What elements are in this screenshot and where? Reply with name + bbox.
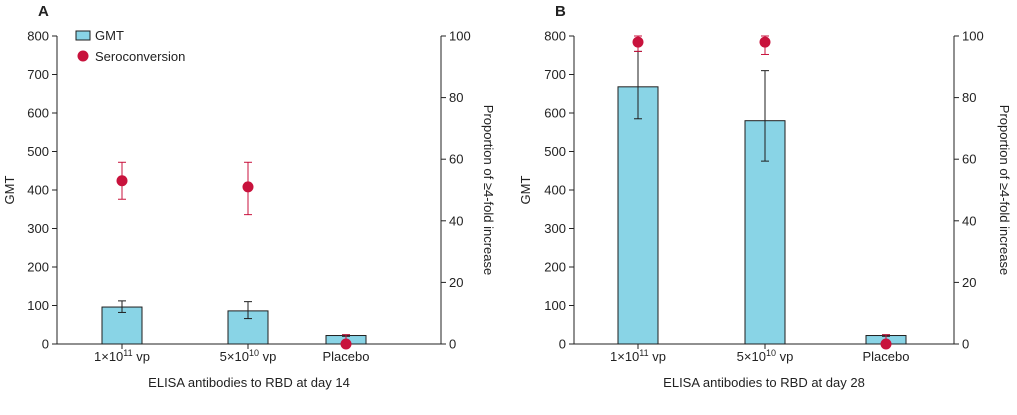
panel-letter: A [38,3,49,20]
category-base: Placebo [323,349,370,364]
left-tick-label: 500 [544,144,566,159]
right-tick-label: 20 [449,275,463,290]
category-base: 5×10 [737,349,766,364]
seroconversion-point [340,338,352,350]
left-tick-label: 800 [544,29,566,44]
y2-axis-title: Proportion of ≥4-fold increase [997,105,1012,275]
right-tick-label: 40 [449,213,463,228]
legend: GMT Seroconversion [75,28,185,64]
category-label: 1×1011 vp [94,348,150,364]
category-unit: vp [776,349,793,364]
panel-letter: B [555,3,566,20]
category-exponent: 10 [766,348,776,358]
right-tick-label: 80 [449,90,463,105]
left-tick-label: 300 [27,221,49,236]
category-exponent: 11 [123,348,132,358]
right-tick-label: 0 [449,337,456,352]
seroconversion-point [880,338,892,350]
seroconversion-point [759,36,771,48]
legend-gmt-label: GMT [95,28,124,43]
legend-seroconversion-label: Seroconversion [95,49,185,64]
y2-axis-title: Proportion of ≥4-fold increase [481,105,496,275]
right-tick-label: 80 [962,90,976,105]
seroconversion-point [242,181,254,193]
right-tick-label: 20 [962,275,976,290]
right-tick-label: 60 [449,152,463,167]
legend-gmt-swatch [75,30,91,41]
category-unit: vp [649,349,666,364]
left-tick-label: 800 [27,29,49,44]
category-label: Placebo [323,349,370,364]
category-label: 5×1010 vp [737,348,794,364]
category-label: 1×1011 vp [610,348,666,364]
category-label: Placebo [863,349,910,364]
category-exponent: 11 [639,348,648,358]
y-axis-title: GMT [2,176,17,205]
panel-a: A 0 100 200 300 400 500 600 700 800 0 20 40 60 80 100 GM… [2,3,496,390]
left-tick-label: 700 [544,67,566,82]
seroconversion-point [116,175,128,187]
seroconversion-point [632,36,644,48]
left-tick-label: 100 [27,298,49,313]
right-tick-label: 40 [962,213,976,228]
legend-seroconversion-marker [77,50,89,62]
category-unit: vp [133,349,150,364]
gmt-bar [617,86,659,345]
left-tick-label: 600 [544,106,566,121]
left-tick-label: 400 [27,183,49,198]
left-tick-label: 400 [544,183,566,198]
left-tick-label: 300 [544,221,566,236]
left-tick-label: 0 [42,337,49,352]
category-base: 1×10 [610,349,639,364]
left-tick-label: 100 [544,298,566,313]
category-unit: vp [259,349,276,364]
category-label: 5×1010 vp [220,348,277,364]
category-exponent: 10 [249,348,259,358]
left-tick-label: 200 [27,260,49,275]
right-tick-label: 60 [962,152,976,167]
x-axis-title: ELISA antibodies to RBD at day 14 [148,375,350,390]
right-tick-label: 100 [449,29,471,44]
category-base: 5×10 [220,349,249,364]
left-tick-label: 600 [27,106,49,121]
panel-b: B 0 100 200 300 400 500 600 700 800 0 20 40 60 80 100 GM… [518,3,1012,390]
left-tick-label: 500 [27,144,49,159]
left-tick-label: 0 [559,337,566,352]
category-base: 1×10 [94,349,123,364]
right-tick-label: 100 [962,29,984,44]
x-axis-title: ELISA antibodies to RBD at day 28 [663,375,865,390]
y-axis-title: GMT [518,176,533,205]
right-tick-label: 0 [962,337,969,352]
category-base: Placebo [863,349,910,364]
left-tick-label: 200 [544,260,566,275]
left-tick-label: 700 [27,67,49,82]
